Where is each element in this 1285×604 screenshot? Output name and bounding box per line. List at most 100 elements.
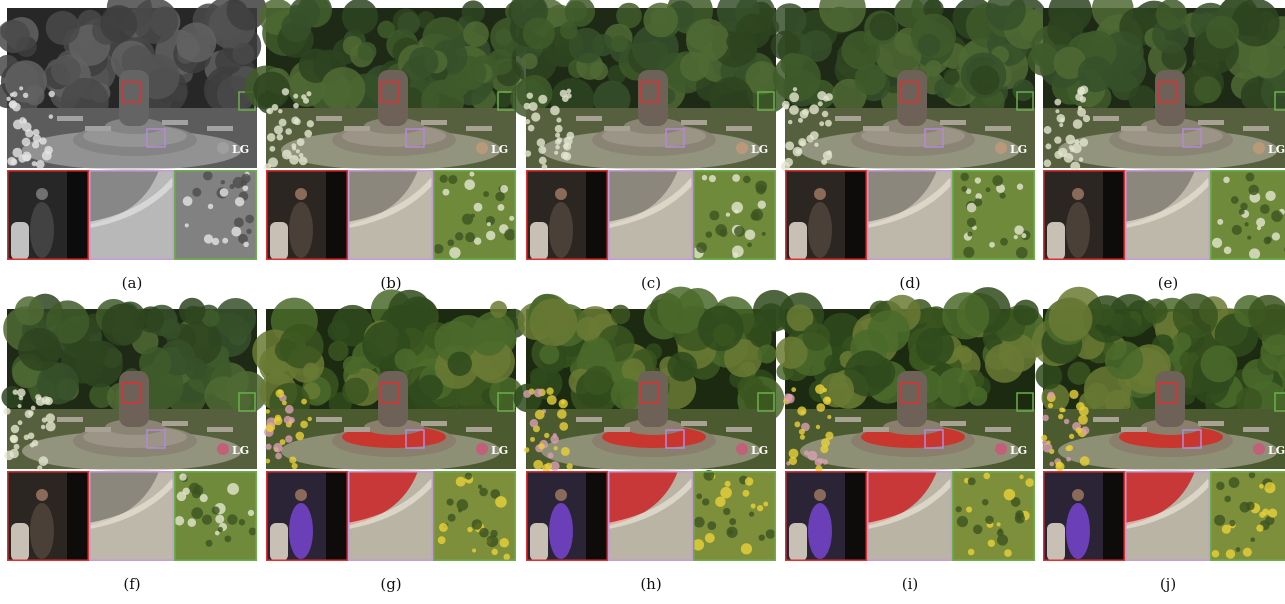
page: LG(a)LG(b)LG(c)LG(d)LG(e)LG(f)LG(g)LG(h)… xyxy=(0,0,1285,600)
foliage xyxy=(513,384,542,413)
crop-figure-head xyxy=(1072,489,1084,501)
crop-leaf xyxy=(751,209,763,221)
foliage xyxy=(490,301,507,318)
flower xyxy=(798,118,803,123)
flower xyxy=(46,421,56,431)
crop-statue xyxy=(270,222,288,260)
crop-leaf xyxy=(183,196,193,206)
crop-figure xyxy=(549,202,573,258)
flower xyxy=(32,141,39,148)
flower xyxy=(7,157,16,166)
crop-leaf xyxy=(479,488,488,497)
crop-leaf xyxy=(440,175,448,183)
flower xyxy=(42,151,52,161)
crop-leaf xyxy=(456,477,466,487)
flower xyxy=(289,456,296,463)
foliage xyxy=(950,87,967,104)
crop-leaf xyxy=(1000,193,1006,199)
crop-wall xyxy=(1103,471,1125,561)
foliage xyxy=(204,376,242,414)
flower xyxy=(267,133,275,141)
foliage xyxy=(279,324,324,369)
bench xyxy=(604,427,630,432)
crop-leaf xyxy=(967,218,976,227)
flower xyxy=(274,125,283,134)
panel-image: LG xyxy=(1032,287,1285,561)
crop-leaf xyxy=(224,535,231,542)
flower xyxy=(793,147,803,157)
crop-leaf xyxy=(479,528,489,538)
crop-leaf xyxy=(986,187,991,192)
crop-leaf xyxy=(989,242,995,248)
crop-leaf xyxy=(707,521,716,530)
bench xyxy=(1093,116,1119,121)
crop-statue xyxy=(530,523,548,561)
crop-leaf xyxy=(243,242,249,248)
logo-text: LG xyxy=(1268,143,1285,156)
crop-leaf xyxy=(212,506,220,514)
foliage xyxy=(985,343,1024,382)
bench xyxy=(57,116,83,121)
panel: LG(j) xyxy=(1032,287,1285,593)
crop-leaf xyxy=(1264,482,1275,493)
flower xyxy=(285,435,292,442)
flower xyxy=(550,435,559,444)
flower xyxy=(1074,139,1079,144)
logo-mark xyxy=(995,443,1007,455)
flower xyxy=(827,150,832,155)
foliage xyxy=(611,35,628,52)
crop-leaf xyxy=(204,234,213,243)
foliage xyxy=(343,356,362,375)
crop-leaf xyxy=(992,175,1003,186)
bench xyxy=(1121,427,1147,432)
crop-leaf xyxy=(503,554,510,561)
crop-leaf xyxy=(1014,235,1018,239)
flower xyxy=(274,417,283,426)
statue xyxy=(119,371,149,427)
logo-mark xyxy=(736,142,748,154)
crop-leaf xyxy=(1236,547,1241,552)
crop-leaf xyxy=(974,198,982,206)
foliage xyxy=(1206,15,1239,48)
crop-statue xyxy=(530,222,548,260)
logo-mark xyxy=(995,142,1007,154)
crop-leaf xyxy=(179,473,186,480)
crop-leaf xyxy=(1265,191,1275,201)
bench xyxy=(681,120,707,125)
flower xyxy=(12,103,21,112)
logo-mark xyxy=(217,443,229,455)
crop-leaf xyxy=(1004,489,1015,500)
crop-leaf xyxy=(1224,496,1231,503)
statue xyxy=(897,371,927,427)
bench xyxy=(57,417,83,422)
flower xyxy=(547,395,557,405)
crop-figure xyxy=(1066,202,1090,258)
crop-leaf xyxy=(203,171,213,181)
crop-leaf xyxy=(705,533,715,543)
flower xyxy=(1055,109,1059,113)
foliage xyxy=(530,368,548,386)
flower xyxy=(1065,446,1070,451)
flower xyxy=(555,139,561,145)
flower xyxy=(535,410,545,420)
flower xyxy=(49,114,53,118)
statue xyxy=(897,70,927,126)
flower xyxy=(9,449,18,458)
flower xyxy=(538,443,544,449)
crop-leaf xyxy=(495,496,507,508)
flower xyxy=(781,162,790,171)
logo-text: LG xyxy=(491,444,508,457)
crop-leaf xyxy=(1257,226,1261,230)
foliage xyxy=(916,328,954,366)
crop-leaf xyxy=(448,514,456,522)
flower xyxy=(799,429,805,435)
statue xyxy=(638,70,668,126)
foliage xyxy=(643,3,678,38)
crop-leaf xyxy=(1223,177,1229,183)
flower xyxy=(817,91,826,100)
bench xyxy=(207,126,233,131)
crop-statue xyxy=(789,523,807,561)
foliage xyxy=(101,304,143,346)
flower xyxy=(6,97,10,101)
caption: (e) xyxy=(1158,274,1179,292)
